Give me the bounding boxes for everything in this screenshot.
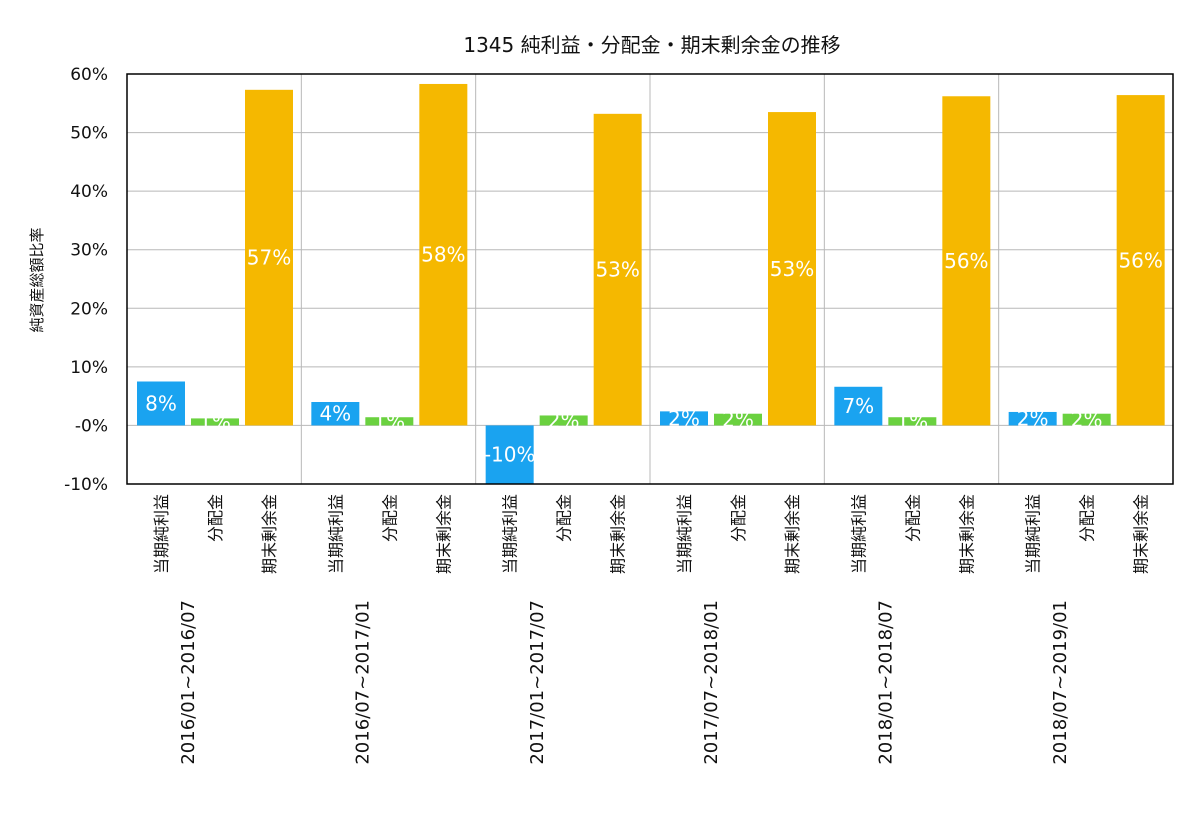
bar	[768, 112, 816, 426]
y-tick-label: 30%	[70, 241, 108, 261]
bar-data-label: 2%	[548, 408, 580, 432]
category-label: 分配金	[555, 494, 574, 542]
bar-data-label: 2%	[668, 406, 700, 430]
bar	[942, 96, 991, 426]
y-axis-label: 純資産総額比率	[28, 227, 46, 332]
category-label: 当期純利益	[1024, 494, 1043, 574]
bar-data-label: 53%	[770, 257, 814, 281]
y-tick-label: 40%	[70, 182, 108, 202]
bar-data-label: 57%	[247, 246, 291, 270]
category-label: 分配金	[1078, 494, 1097, 542]
period-label: 2018/01~2018/07	[876, 600, 897, 765]
category-label: 当期純利益	[849, 494, 868, 574]
category-label: 期末剰余金	[783, 494, 802, 574]
x-labels: 当期純利益 分配金 期末剰余金 2016/01~2016/07 当期純利益 分配金 期末剰余…	[152, 494, 1151, 765]
y-tick-label: 20%	[70, 299, 108, 319]
category-label: 期末剰余金	[1132, 494, 1151, 574]
bar-data-label: 2%	[1017, 407, 1049, 431]
bar	[245, 89, 293, 426]
category-label: 分配金	[206, 494, 225, 542]
bar-data-label: 4%	[319, 402, 351, 426]
category-label: 当期純利益	[501, 494, 520, 574]
category-label: 期末剰余金	[434, 494, 453, 574]
bar-data-label: 1%	[373, 409, 405, 433]
category-label: 分配金	[729, 494, 748, 542]
category-label: 当期純利益	[675, 494, 694, 574]
y-tick-label: 10%	[70, 358, 108, 378]
bar	[1062, 413, 1111, 426]
bar-data-label: 8%	[145, 391, 177, 415]
category-label: 分配金	[903, 494, 922, 542]
period-label: 2017/07~2018/01	[701, 600, 722, 765]
bar-data-label: 53%	[595, 258, 639, 282]
bar	[191, 418, 239, 426]
bar	[834, 386, 883, 426]
bar-data-label: 56%	[944, 249, 988, 273]
category-label: 期末剰余金	[609, 494, 628, 574]
bar	[1116, 95, 1165, 426]
category-label: 期末剰余金	[957, 494, 976, 574]
category-label: 分配金	[380, 494, 399, 542]
bar	[311, 402, 360, 426]
bar	[593, 113, 642, 426]
period-label: 2018/07~2019/01	[1050, 600, 1071, 765]
bar	[888, 417, 937, 426]
period-label: 2016/07~2017/01	[353, 600, 374, 765]
category-label: 期末剰余金	[260, 494, 279, 574]
y-tick-label: 60%	[70, 65, 108, 85]
period-label: 2017/01~2017/07	[527, 600, 548, 765]
bars: 8% 1% 57% 4% 1% 58% -10% 2% 53% 2% 2% 53% 7% 1% 56% 2% 2…	[137, 83, 1165, 484]
bar	[137, 381, 185, 426]
y-ticks: 60% 50% 40% 30% 20% 10% -0% -10%	[64, 65, 108, 495]
bar-data-label: -10%	[484, 443, 536, 467]
bar-data-label: 2%	[1071, 408, 1103, 432]
category-label: 当期純利益	[152, 494, 171, 574]
bar-data-label: 7%	[842, 394, 874, 418]
bar-data-label: 2%	[722, 408, 754, 432]
bar-data-label: 56%	[1118, 248, 1162, 272]
bar	[714, 413, 762, 426]
bar-data-label: 58%	[421, 243, 465, 267]
grid	[127, 74, 1173, 484]
bar	[485, 425, 534, 484]
y-tick-label: -0%	[75, 416, 108, 436]
y-tick-label: -10%	[64, 475, 108, 495]
bar	[1008, 411, 1057, 426]
bar-data-label: 1%	[199, 410, 231, 434]
period-label: 2016/01~2016/07	[178, 600, 199, 765]
y-tick-label: 50%	[70, 124, 108, 144]
bar	[539, 415, 588, 426]
bar-data-label: 1%	[896, 409, 928, 433]
bar	[419, 83, 468, 426]
chart-title: 1345 純利益・分配金・期末剰余金の推移	[463, 33, 840, 57]
category-label: 当期純利益	[326, 494, 345, 574]
bar	[365, 417, 414, 426]
bar	[660, 411, 708, 426]
plot-frame	[126, 73, 1174, 485]
